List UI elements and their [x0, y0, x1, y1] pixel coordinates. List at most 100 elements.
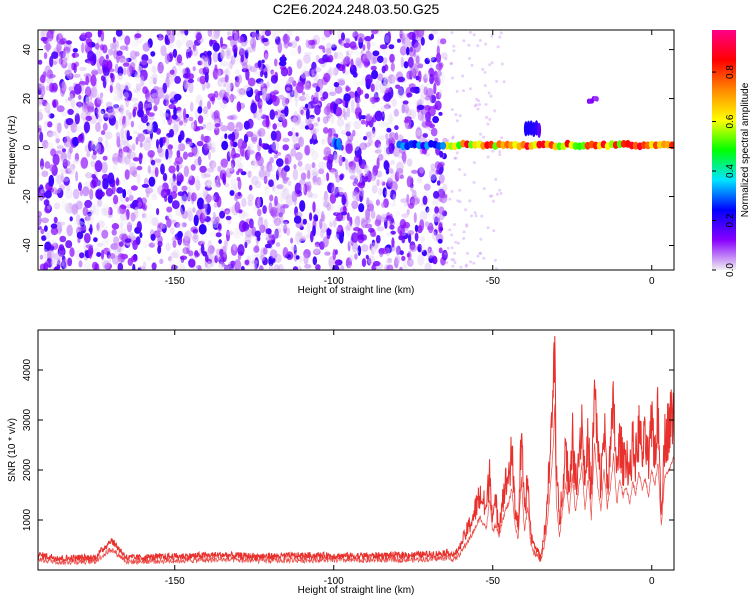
spectrogram-cell: [219, 48, 225, 60]
spectrogram-cell: [245, 131, 254, 138]
spectrogram-cell: [158, 223, 165, 229]
spectrogram-cell: [450, 108, 454, 111]
spectrogram-cell: [417, 167, 425, 178]
spectrogram-cell: [57, 187, 64, 199]
snr-frame: [37, 329, 675, 571]
spectrogram-cell: [99, 30, 103, 35]
spectrogram-cell: [445, 261, 449, 265]
spectrogram-cell: [112, 36, 116, 44]
spectrogram-cell: [299, 200, 306, 212]
spectrogram-cell: [364, 112, 373, 122]
spectrogram-cell: [51, 131, 57, 137]
spectrogram-cell: [169, 128, 174, 138]
spectrogram-cell: [371, 249, 375, 255]
spectrogram-cell: [274, 58, 278, 67]
spectrogram-cell: [290, 40, 298, 49]
spectrogram-cell: [59, 37, 67, 44]
spectrogram-cell: [319, 218, 323, 230]
spectrogram-cell: [50, 257, 56, 264]
spectrogram-cell: [286, 30, 293, 37]
spectrogram-cell: [251, 175, 259, 186]
spectrogram-cell: [265, 236, 274, 241]
spectrogram-cell: [204, 71, 209, 83]
spectrogram-cell: [193, 234, 198, 240]
spectrogram-cell: [182, 235, 191, 246]
spectrogram-cell: [338, 188, 345, 195]
spectrogram-cell: [339, 232, 344, 244]
spectrogram-cell: [210, 142, 216, 149]
spectrogram-cell: [385, 102, 390, 109]
spectrogram-cell: [92, 144, 96, 152]
spectrogram-cell: [269, 194, 274, 202]
spectrogram-cell: [395, 84, 401, 90]
spectrogram-cell: [110, 243, 119, 250]
spectrogram-cell: [304, 145, 311, 156]
spectrogram-cell: [427, 55, 435, 62]
spectrogram-feature-cell: [594, 96, 599, 102]
spectrogram-cell: [397, 76, 405, 83]
spectrogram-cell: [153, 105, 158, 112]
spectrogram-cell: [112, 85, 121, 95]
spectrogram-cell: [205, 194, 212, 203]
spectrogram-cell: [83, 73, 91, 78]
spectrogram-cell: [250, 134, 258, 143]
spectrogram-cell: [356, 215, 361, 221]
spectrogram-cell: [145, 201, 152, 210]
spectrogram-cell: [404, 104, 409, 114]
spectrogram-cell: [223, 82, 227, 88]
spectrogram-cell: [96, 222, 100, 231]
spectrogram-cell: [182, 151, 188, 160]
spectrogram-cell: [212, 211, 216, 220]
spectrogram-cell: [123, 155, 128, 167]
spectrogram-cell: [332, 248, 337, 261]
spectrogram-cell: [130, 212, 136, 222]
spectrogram-cell: [385, 259, 393, 265]
spectrogram-cell: [91, 176, 99, 188]
spectrogram-cell: [309, 144, 315, 153]
snr-x-tick-label: -50: [486, 576, 501, 587]
spectrogram-cell: [353, 120, 362, 130]
spectrogram-cell: [290, 118, 295, 124]
spectrogram-cell: [156, 87, 165, 100]
spectrogram-cell: [333, 154, 340, 164]
snr-x-axis-label: Height of straight line (km): [298, 585, 415, 596]
spectrogram-cell: [147, 123, 154, 128]
spectrogram-cell: [282, 219, 290, 225]
spectrogram-cell: [193, 126, 201, 132]
spectrogram-cell: [468, 30, 472, 34]
spectrogram-cell: [159, 109, 164, 119]
spectrogram-cell: [223, 69, 229, 76]
spectrogram-cell: [312, 201, 316, 213]
spectrogram-cell: [208, 151, 211, 161]
spectrogram-cell: [294, 252, 298, 262]
spectrogram-cell: [313, 139, 318, 144]
spectrogram-cell: [355, 57, 362, 67]
spectrogram-cell: [130, 185, 138, 191]
spectrogram-cell: [337, 78, 345, 83]
spectrogram-cell: [337, 186, 343, 192]
spectrogram-cell: [260, 70, 264, 78]
colorbar-ticks: 0.00.20.40.60.8: [712, 65, 736, 277]
spectrogram-cell: [344, 101, 349, 109]
spectrogram-cell: [364, 182, 370, 192]
spectrogram-cell: [45, 85, 51, 91]
spectrogram-cell: [169, 73, 174, 86]
spectrogram-cell: [270, 74, 278, 84]
spectrogram-cell: [398, 86, 404, 96]
spectrogram-cell: [361, 76, 365, 87]
spectrogram-cell: [386, 264, 394, 270]
spectrogram-cell: [106, 60, 113, 70]
spectrogram-cell: [342, 205, 347, 213]
spectrogram-cell: [303, 93, 310, 101]
spectrogram-cell: [270, 30, 278, 38]
spectrogram-cell: [485, 115, 488, 119]
spectrogram-cell: [44, 102, 51, 114]
spectrogram-cell: [73, 63, 77, 74]
spectrogram-cell: [135, 73, 142, 78]
spectrogram-cell: [139, 232, 143, 239]
spectrogram-cell: [379, 82, 388, 94]
spectrogram-cell: [112, 255, 120, 265]
spectrogram-cell: [233, 183, 238, 194]
